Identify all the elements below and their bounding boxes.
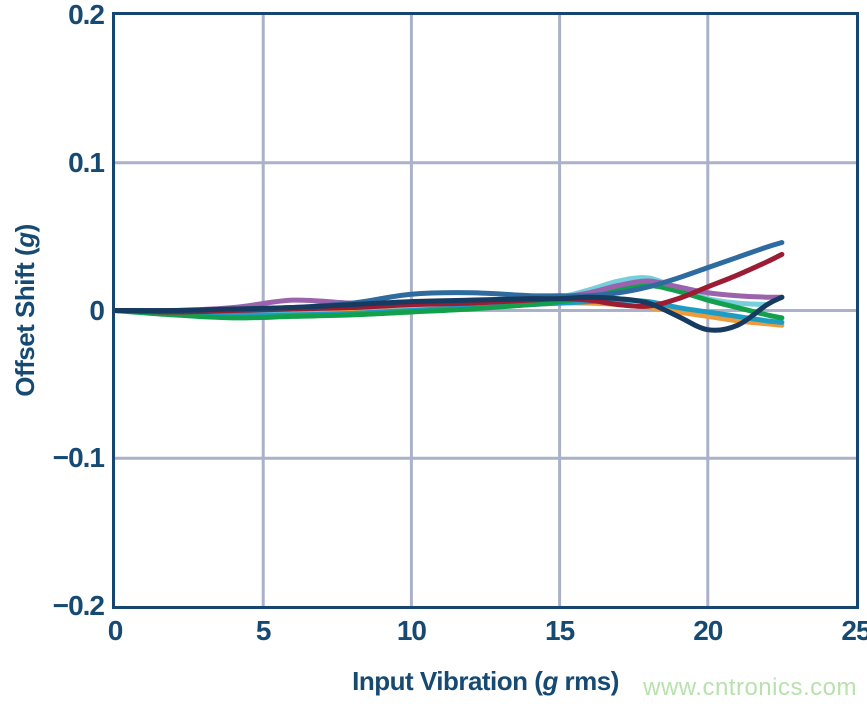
- x-tick-label: 5: [255, 615, 272, 646]
- plot-area: [112, 12, 859, 609]
- series-line-unit-green: [115, 282, 785, 321]
- x-tick-label: 15: [545, 615, 575, 646]
- y-tick-label: −0.2: [52, 590, 105, 621]
- x-tick-label: 25: [841, 615, 867, 646]
- x-axis-title-italic: g: [542, 666, 558, 696]
- y-tick-label: 0.2: [68, 0, 105, 30]
- y-axis-title-pre: Offset Shift (: [9, 247, 40, 397]
- series-line-unit-navy: [115, 294, 785, 333]
- x-tick-label: 20: [693, 615, 723, 646]
- x-tick-label: 10: [396, 615, 427, 646]
- series-line-unit-crimson: [115, 251, 785, 315]
- plot-canvas: [115, 15, 856, 606]
- x-axis-title-post: rms): [557, 666, 620, 696]
- x-axis-title: Input Vibration (g rms): [112, 666, 859, 697]
- y-tick-label: 0: [89, 294, 105, 326]
- y-axis-title: Offset Shift (g): [8, 13, 42, 608]
- x-tick-label: 0: [107, 615, 124, 646]
- y-axis-title-italic: g: [9, 232, 40, 248]
- y-axis-title-post: ): [9, 224, 40, 233]
- y-tick-label: −0.1: [52, 442, 105, 474]
- x-axis-title-pre: Input Vibration (: [352, 666, 543, 696]
- watermark: www.cntronics.com: [643, 674, 857, 701]
- y-tick-label: 0.1: [68, 146, 105, 178]
